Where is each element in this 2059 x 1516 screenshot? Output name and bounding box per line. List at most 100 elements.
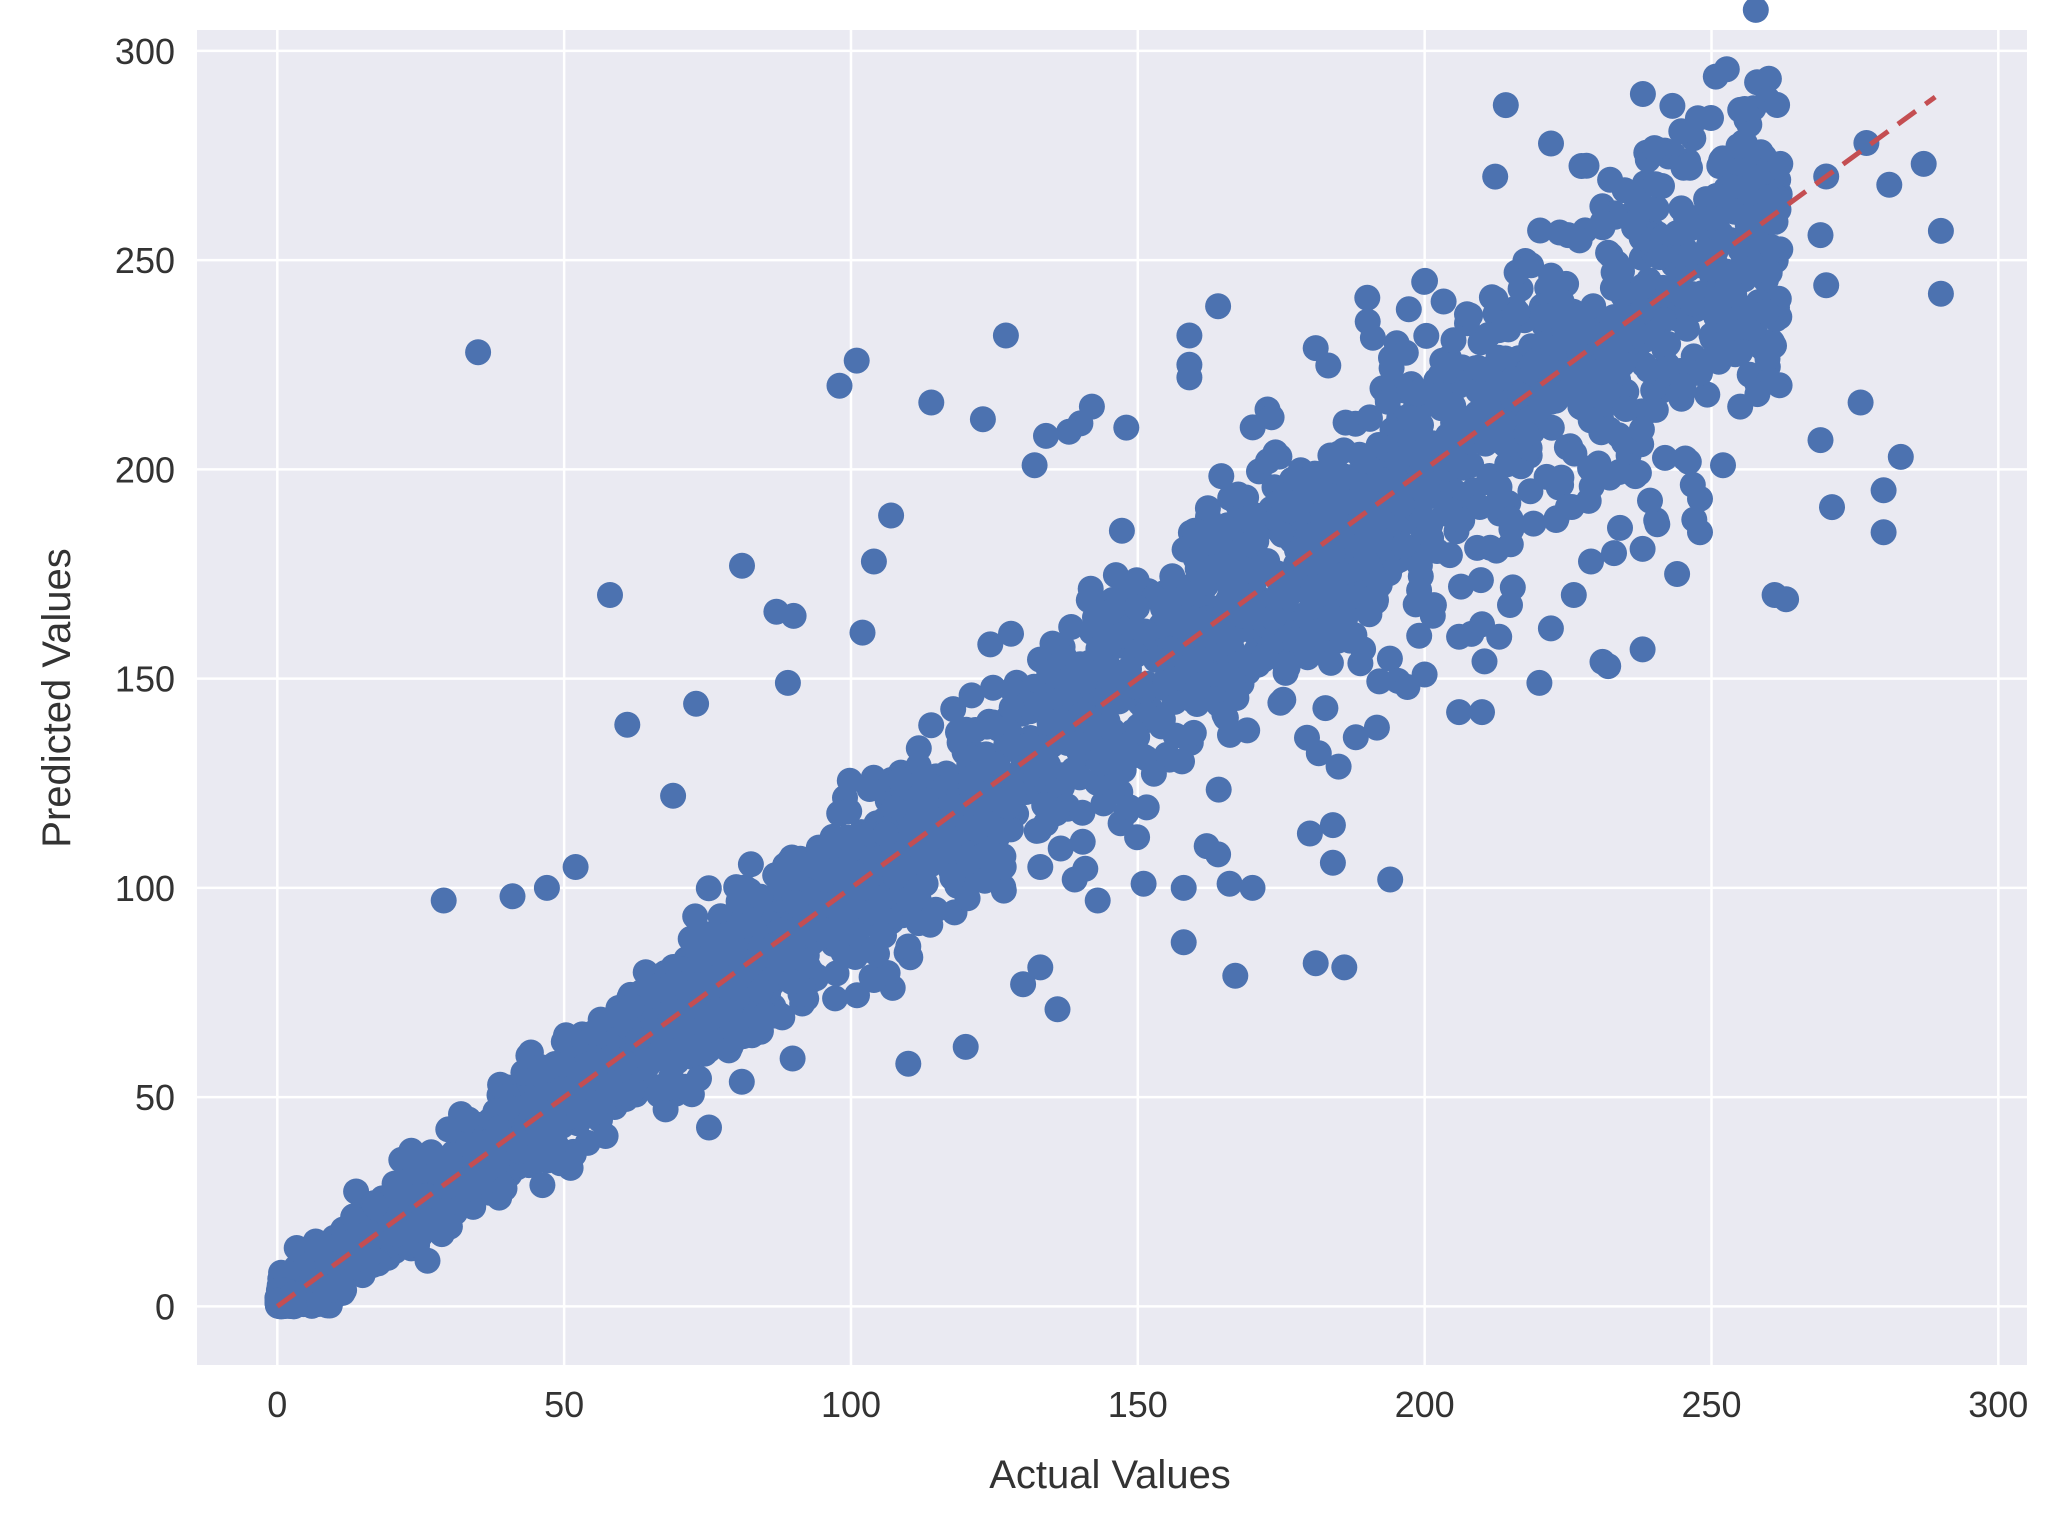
data-point (953, 1034, 979, 1060)
data-point (1397, 439, 1423, 465)
y-tick-label: 150 (115, 659, 175, 700)
data-point (1630, 273, 1656, 299)
data-point (738, 851, 764, 877)
data-point (1208, 463, 1234, 489)
data-point (1813, 272, 1839, 298)
data-point (1469, 611, 1495, 637)
data-point (456, 1132, 482, 1158)
data-point (780, 1046, 806, 1072)
data-point (1726, 133, 1752, 159)
data-point (1255, 448, 1281, 474)
data-point (1027, 854, 1053, 880)
data-point (1764, 92, 1790, 118)
y-tick-label: 300 (115, 31, 175, 72)
data-point (1377, 867, 1403, 893)
data-point (1637, 488, 1663, 514)
data-point (1561, 441, 1587, 467)
data-point (958, 766, 984, 792)
data-point (1413, 323, 1439, 349)
data-point (1240, 875, 1266, 901)
data-point (1195, 495, 1221, 521)
data-point (1220, 666, 1246, 692)
data-point (1091, 738, 1117, 764)
y-axis-label: Predicted Values (35, 548, 79, 847)
data-point (696, 875, 722, 901)
data-point (593, 1123, 619, 1149)
data-point (1317, 443, 1343, 469)
data-point (1498, 506, 1524, 532)
data-point (1336, 584, 1362, 610)
data-point (1911, 151, 1937, 177)
data-point (1526, 670, 1552, 696)
data-point (1070, 829, 1096, 855)
data-point (1033, 423, 1059, 449)
data-point (850, 620, 876, 646)
data-point (1103, 562, 1129, 588)
data-point (1283, 627, 1309, 653)
data-point (1655, 331, 1681, 357)
data-point (547, 1150, 573, 1176)
data-point (1727, 394, 1753, 420)
data-point (1493, 92, 1519, 118)
data-point (1643, 397, 1669, 423)
data-point (1808, 222, 1834, 248)
data-point (1671, 373, 1697, 399)
data-point (810, 917, 836, 943)
data-point (1085, 888, 1111, 914)
data-point (991, 854, 1017, 880)
data-point (1347, 650, 1373, 676)
data-point (1727, 339, 1753, 365)
data-point (1590, 210, 1616, 236)
data-point (869, 922, 895, 948)
data-point (1871, 519, 1897, 545)
data-point (1773, 586, 1799, 612)
data-point (940, 863, 966, 889)
data-point (1659, 93, 1685, 119)
data-point (566, 1098, 592, 1124)
data-point (1819, 494, 1845, 520)
data-point (716, 1037, 742, 1063)
data-point (1036, 755, 1062, 781)
data-point (999, 695, 1025, 721)
data-point (1477, 535, 1503, 561)
data-point (892, 855, 918, 881)
data-point (431, 888, 457, 914)
data-point (1391, 533, 1417, 559)
data-point (1205, 841, 1231, 867)
data-point (1389, 492, 1415, 518)
data-point (1477, 470, 1503, 496)
data-point (1354, 285, 1380, 311)
data-point (1312, 695, 1338, 721)
data-point (1426, 382, 1452, 408)
data-point (1150, 706, 1176, 732)
data-point (955, 885, 981, 911)
data-point (862, 898, 888, 924)
data-point (1482, 164, 1508, 190)
data-point (1588, 358, 1614, 384)
data-point (1272, 652, 1298, 678)
data-point (1672, 446, 1698, 472)
data-point (362, 1193, 388, 1219)
data-point (977, 631, 1003, 657)
data-point (1699, 205, 1725, 231)
data-point (729, 1069, 755, 1095)
data-point (1756, 184, 1782, 210)
data-point (605, 1002, 631, 1028)
data-point (1181, 720, 1207, 746)
data-point (1710, 452, 1736, 478)
data-point (1446, 699, 1472, 725)
data-point (1113, 415, 1139, 441)
data-point (1412, 662, 1438, 688)
data-point (1438, 353, 1464, 379)
data-point (1555, 222, 1581, 248)
x-tick-label: 300 (1968, 1384, 2028, 1425)
data-point (1635, 357, 1661, 383)
data-point (1297, 821, 1323, 847)
y-tick-label: 0 (155, 1286, 175, 1327)
data-point (822, 985, 848, 1011)
data-point (1607, 515, 1633, 541)
data-point (1472, 648, 1498, 674)
data-point (1320, 812, 1346, 838)
data-point (1341, 489, 1367, 515)
data-point (1630, 81, 1656, 107)
